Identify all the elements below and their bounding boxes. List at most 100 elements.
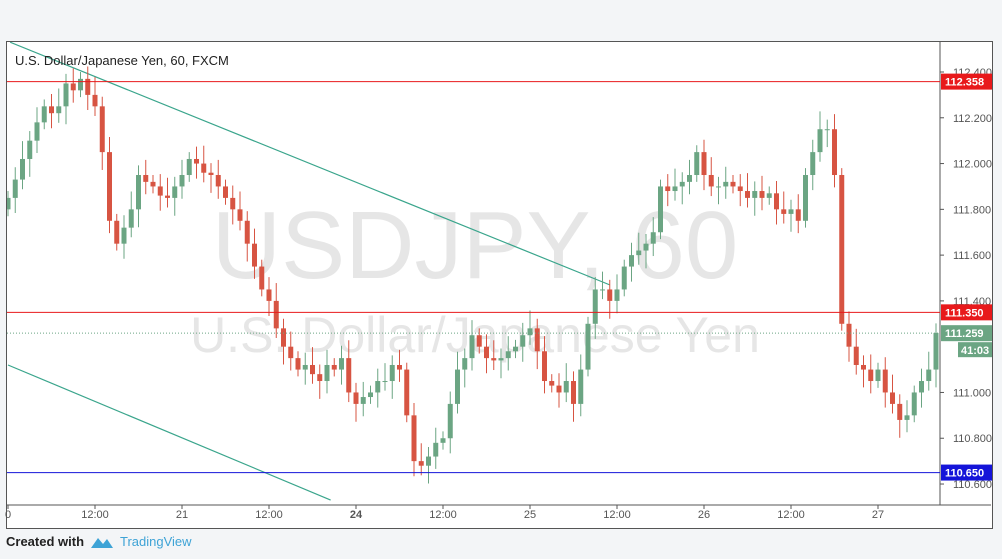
countdown-label: 41:03 bbox=[961, 345, 989, 357]
candle-body bbox=[520, 335, 526, 347]
candle-body bbox=[658, 186, 663, 233]
candle-body bbox=[643, 243, 649, 251]
candle-body bbox=[817, 129, 823, 153]
y-tick-label: 112.200 bbox=[953, 113, 992, 125]
candle-body bbox=[172, 186, 178, 198]
level-label-bg bbox=[941, 464, 992, 481]
candle-body bbox=[694, 152, 700, 176]
candle-body bbox=[476, 335, 482, 347]
candle-body bbox=[150, 181, 156, 187]
candle-body bbox=[774, 193, 779, 210]
candle-body bbox=[63, 83, 69, 107]
current-price-bg bbox=[941, 325, 992, 342]
candle-body bbox=[288, 346, 294, 359]
candle-body bbox=[621, 266, 627, 290]
candle-body bbox=[397, 364, 402, 370]
candle-body bbox=[107, 152, 112, 221]
candle-body bbox=[317, 374, 323, 382]
candle-body bbox=[868, 369, 874, 382]
candle-body bbox=[440, 438, 446, 443]
candle-body bbox=[339, 358, 344, 370]
candle-body bbox=[426, 456, 431, 466]
candle-body bbox=[136, 175, 141, 210]
candle-body bbox=[252, 243, 257, 267]
candle-body bbox=[281, 328, 286, 347]
candle-body bbox=[201, 163, 207, 173]
candle-body bbox=[302, 364, 308, 370]
candle-body bbox=[433, 442, 439, 457]
candle-body bbox=[875, 369, 881, 382]
candle-body bbox=[215, 175, 221, 187]
candle-body bbox=[897, 403, 903, 420]
candle-body bbox=[614, 289, 620, 301]
x-tick-label: 12:00 bbox=[603, 509, 631, 521]
y-tick-label: 111.000 bbox=[953, 387, 991, 399]
candle-body bbox=[505, 351, 511, 359]
candle-body bbox=[730, 181, 736, 187]
candle-body bbox=[708, 175, 714, 187]
candle-body bbox=[223, 186, 228, 198]
level-label: 112.358 bbox=[945, 77, 984, 89]
candle-body bbox=[382, 381, 388, 383]
countdown-bg bbox=[958, 342, 992, 358]
candle-body bbox=[629, 255, 634, 267]
y-tick-label: 111.800 bbox=[953, 204, 991, 216]
candle-body bbox=[672, 186, 678, 192]
candle-body bbox=[607, 289, 613, 301]
candle-body bbox=[368, 392, 373, 398]
candle-body bbox=[701, 152, 707, 176]
watermark-symbol: USDJPY, 60 bbox=[212, 192, 739, 299]
candle-body bbox=[636, 250, 642, 256]
candle-body bbox=[273, 300, 279, 329]
candle-body bbox=[592, 289, 598, 324]
candle-body bbox=[904, 415, 910, 420]
candle-body bbox=[542, 351, 547, 382]
candle-body bbox=[513, 346, 518, 352]
created-with-label: Created with bbox=[6, 534, 85, 549]
candle-body bbox=[114, 220, 120, 244]
footer: Created with TradingView bbox=[6, 534, 192, 549]
y-tick-label: 110.600 bbox=[953, 479, 992, 491]
candle-body bbox=[527, 328, 533, 336]
candle-body bbox=[650, 232, 656, 244]
tradingview-link[interactable]: TradingView bbox=[120, 534, 192, 549]
candle-body bbox=[70, 83, 76, 91]
candle-body bbox=[360, 397, 366, 404]
candle-body bbox=[563, 381, 569, 393]
plot-area bbox=[7, 42, 939, 501]
x-tick-label: 12:00 bbox=[429, 509, 457, 521]
candle-body bbox=[310, 364, 315, 375]
candle-body bbox=[244, 220, 250, 244]
chart-title: U.S. Dollar/Japanese Yen, 60, FXCM bbox=[15, 53, 229, 68]
candle-body bbox=[237, 209, 243, 221]
candle-body bbox=[484, 346, 489, 359]
candle-body bbox=[911, 392, 917, 416]
candle-body bbox=[295, 358, 301, 370]
candle-body bbox=[186, 158, 192, 176]
candle-body bbox=[324, 364, 330, 382]
trendline bbox=[7, 364, 331, 501]
candle-body bbox=[418, 461, 424, 466]
y-tick-label: 110.800 bbox=[953, 433, 992, 445]
candle-body bbox=[208, 172, 214, 176]
chart-panel[interactable] bbox=[6, 41, 993, 529]
candle-body bbox=[469, 335, 475, 359]
x-tick-label: 26 bbox=[698, 509, 710, 521]
x-tick-label: 12:00 bbox=[81, 509, 109, 521]
x-tick-label: 12:00 bbox=[777, 509, 805, 521]
candle-body bbox=[919, 381, 924, 393]
x-tick-label: 27 bbox=[872, 509, 884, 521]
candle-body bbox=[34, 122, 40, 141]
candle-body bbox=[534, 328, 540, 352]
candle-body bbox=[795, 209, 801, 221]
candle-body bbox=[92, 94, 98, 107]
candle-body bbox=[498, 358, 504, 361]
candle-body bbox=[578, 369, 584, 404]
candle-body bbox=[745, 191, 750, 198]
candle-body bbox=[882, 369, 888, 393]
candle-body bbox=[49, 106, 54, 114]
candle-body bbox=[41, 106, 47, 123]
candle-body bbox=[716, 186, 721, 188]
candle-body bbox=[27, 140, 33, 159]
